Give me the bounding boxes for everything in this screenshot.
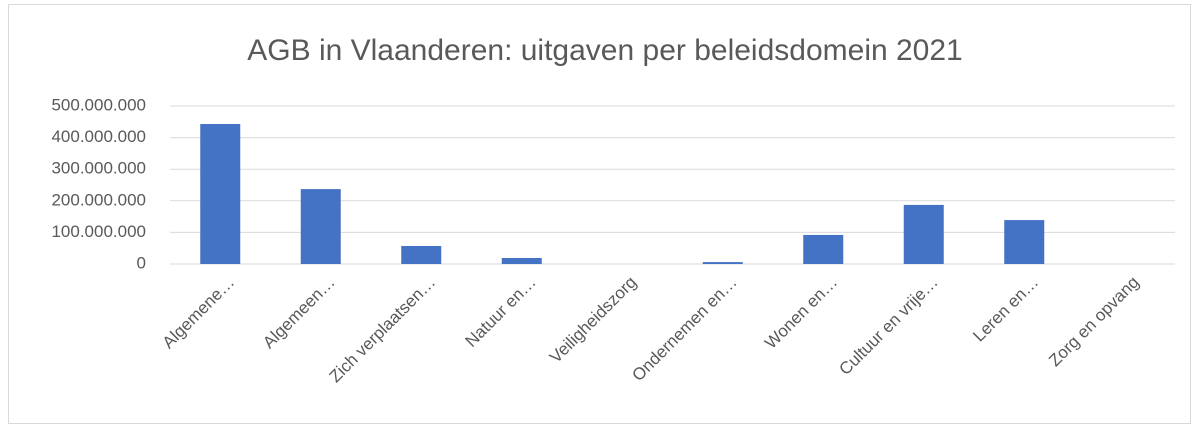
y-tick-label: 400.000.000 (51, 127, 146, 146)
chart-frame (8, 4, 1191, 424)
y-tick-label: 500.000.000 (51, 95, 146, 114)
chart-title: AGB in Vlaanderen: uitgaven per beleidsd… (247, 34, 963, 67)
bar (803, 234, 844, 264)
bar (702, 262, 743, 264)
y-tick-label: 200.000.000 (51, 190, 146, 209)
bar (300, 189, 341, 264)
bar (903, 204, 944, 264)
bar (401, 245, 442, 264)
y-tick-label: 100.000.000 (51, 222, 146, 241)
y-tick-label: 300.000.000 (51, 159, 146, 178)
y-tick-label: 0 (137, 253, 146, 272)
bar (501, 257, 542, 264)
bar (1004, 220, 1045, 264)
bar (200, 124, 241, 265)
